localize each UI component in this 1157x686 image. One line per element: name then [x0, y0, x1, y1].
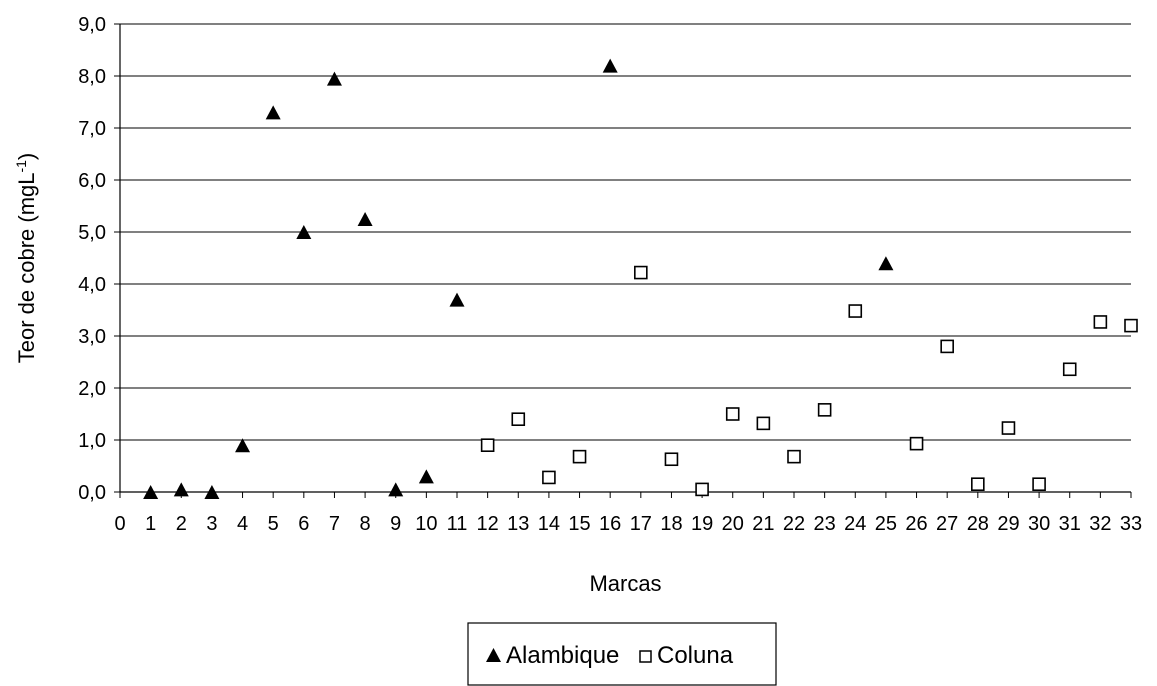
x-tick-label: 24 [844, 513, 866, 535]
x-tick-label: 8 [360, 513, 371, 535]
y-tick-label: 9,0 [78, 14, 106, 36]
coluna-point [480, 438, 495, 453]
data-points [143, 58, 1138, 499]
coluna-point [1093, 315, 1108, 329]
x-tick-label: 25 [875, 513, 897, 535]
x-tick-label: 11 [447, 513, 468, 535]
y-axis-title-close: ) [14, 153, 39, 160]
alambique-point [143, 485, 159, 499]
x-tick-label: 12 [477, 513, 499, 535]
coluna-point [725, 407, 740, 421]
coluna-point [817, 403, 832, 417]
axes [114, 23, 1132, 498]
x-tick-label: 29 [997, 513, 1019, 535]
y-tick-label: 3,0 [78, 326, 106, 348]
x-tick-label: 16 [599, 513, 621, 535]
y-axis-title: Teor de cobre (mgL-1) [13, 153, 39, 364]
y-tick-label: 5,0 [78, 222, 106, 244]
coluna-point [572, 449, 587, 464]
x-tick-label: 0 [114, 513, 125, 535]
x-tick-label: 14 [538, 513, 560, 535]
x-tick-label: 32 [1089, 513, 1111, 535]
coluna-point [1001, 421, 1016, 435]
y-tick-label: 6,0 [78, 170, 106, 192]
legend-coluna-marker [639, 650, 652, 663]
legend-alambique-marker [486, 648, 501, 662]
x-tick-label: 9 [390, 513, 401, 535]
coluna-point [1032, 477, 1046, 492]
x-tick-label: 26 [905, 513, 927, 535]
x-tick-label: 22 [783, 513, 805, 535]
coluna-point [909, 436, 924, 451]
x-tick-label: 19 [691, 513, 713, 535]
y-tick-label: 0,0 [78, 482, 106, 504]
alambique-point [326, 71, 342, 86]
coluna-point [542, 470, 556, 485]
x-tick-label: 28 [967, 513, 989, 535]
x-tick-label: 17 [630, 513, 652, 535]
legend-box [467, 622, 777, 686]
alambique-point [357, 212, 373, 226]
y-tick-label: 4,0 [78, 274, 106, 296]
x-tick-label: 15 [568, 513, 590, 535]
coluna-point [511, 412, 526, 427]
coluna-point [848, 304, 863, 318]
alambique-point [173, 482, 189, 497]
coluna-point [1124, 318, 1138, 333]
legend-coluna-label: Coluna [657, 642, 734, 669]
x-tick-label: 5 [268, 513, 279, 535]
alambique-point [602, 58, 618, 73]
y-axis-title-main: Teor de cobre (mgL [14, 173, 39, 364]
x-tick-labels: 0 1 2 3 4 5 6 7 8 9 10 11 12 13 14 15 16 17 18 19 20 21 22 23 24… [114, 513, 1142, 535]
x-tick-label: 23 [814, 513, 836, 535]
x-tick-label: 1 [145, 513, 156, 535]
x-tick-label: 21 [752, 513, 774, 535]
coluna-point [634, 265, 648, 280]
x-tick-label: 7 [329, 513, 340, 535]
gridlines [120, 23, 1131, 441]
x-tick-label: 10 [415, 513, 437, 535]
coluna-point [971, 477, 985, 492]
y-tick-label: 8,0 [78, 66, 106, 88]
y-tick-label: 2,0 [78, 378, 106, 400]
x-tick-label: 31 [1059, 513, 1081, 535]
x-tick-label: 18 [660, 513, 682, 535]
alambique-point [418, 469, 434, 484]
coluna-point [940, 339, 954, 354]
x-tick-label: 13 [507, 513, 529, 535]
coluna-point [787, 449, 801, 464]
coluna-point [1062, 362, 1077, 377]
x-axis-title: Marcas [589, 571, 661, 596]
y-tick-labels: 0,0 1,0 2,0 3,0 4,0 5,0 6,0 7,0 8,0 9,0 [78, 14, 106, 504]
alambique-point [296, 225, 312, 239]
x-tick-label: 27 [936, 513, 958, 535]
coluna-point [756, 416, 771, 431]
alambique-point [204, 485, 220, 499]
alambique-point [878, 256, 894, 271]
coluna-point [664, 452, 679, 467]
x-tick-label: 3 [206, 513, 217, 535]
x-tick-label: 6 [298, 513, 309, 535]
x-tick-label: 30 [1028, 513, 1050, 535]
y-tick-label: 7,0 [78, 118, 106, 140]
x-tick-label: 20 [722, 513, 744, 535]
legend: Alambique Coluna [467, 622, 777, 686]
y-axis-title-superscript: -1 [13, 160, 29, 173]
legend-alambique-label: Alambique [506, 642, 619, 669]
x-tick-label: 2 [176, 513, 187, 535]
alambique-point [235, 438, 251, 453]
alambique-point [265, 105, 281, 120]
alambique-point [388, 482, 404, 497]
alambique-point [449, 292, 465, 307]
x-tick-label: 33 [1120, 513, 1142, 535]
coluna-point [695, 482, 709, 497]
x-tick-label: 4 [237, 513, 248, 535]
y-tick-label: 1,0 [78, 430, 106, 452]
